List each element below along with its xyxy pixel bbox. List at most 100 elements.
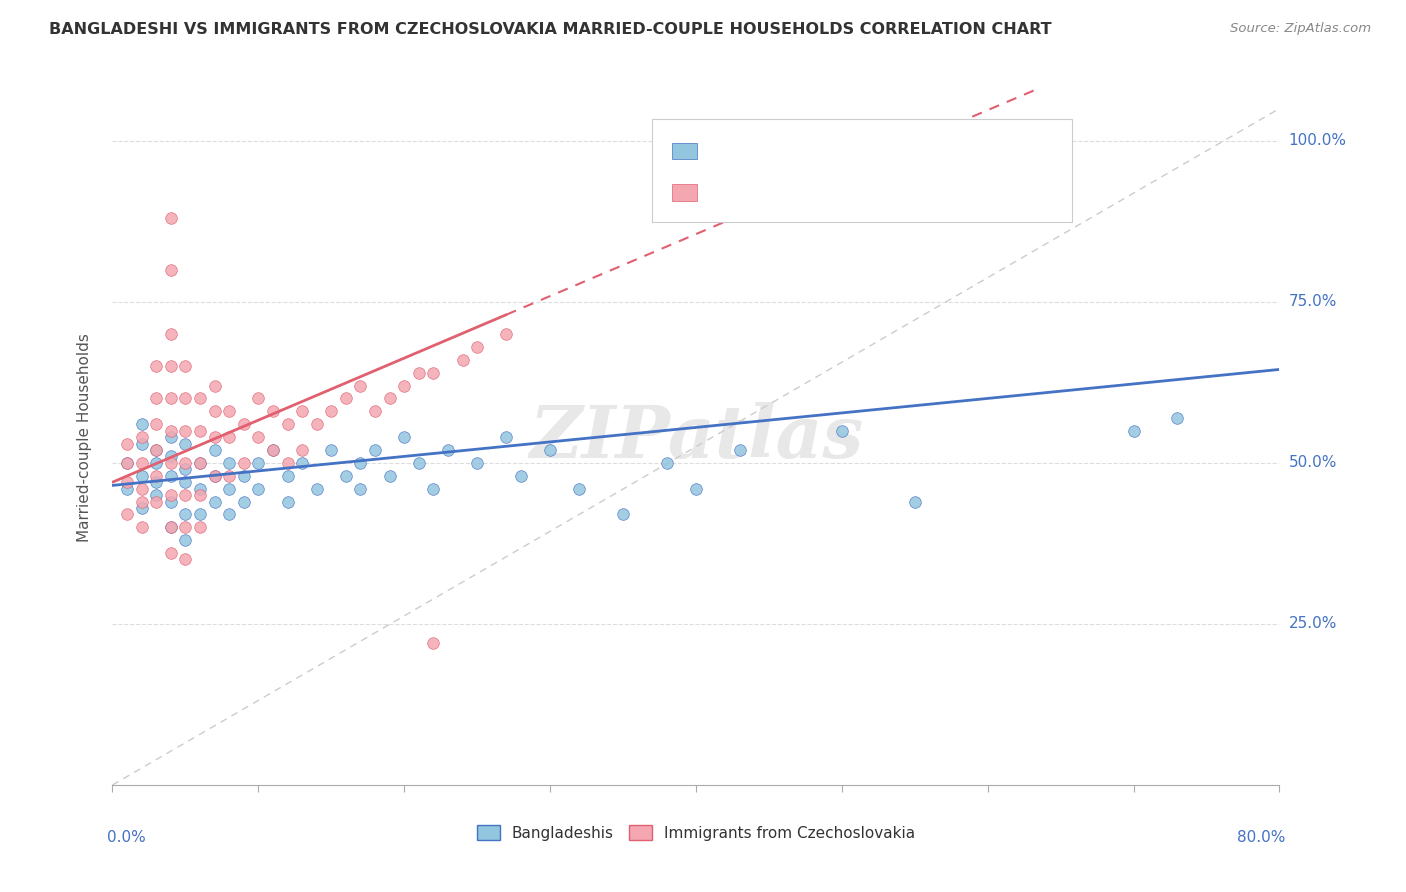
Point [160, 392, 183, 406]
Point [232, 494, 254, 508]
Point [204, 430, 226, 444]
Point [115, 456, 138, 470]
Point [174, 392, 197, 406]
Point [451, 352, 474, 367]
Point [422, 366, 444, 380]
Point [335, 468, 357, 483]
Point [160, 450, 183, 464]
Point [465, 456, 488, 470]
Point [204, 468, 226, 483]
Point [188, 482, 211, 496]
Point [509, 468, 531, 483]
Point [655, 456, 678, 470]
Point [174, 456, 197, 470]
Point [422, 636, 444, 650]
Point [160, 468, 183, 483]
Point [1166, 410, 1188, 425]
Point [115, 436, 138, 450]
Point [188, 456, 211, 470]
Text: Source: ZipAtlas.com: Source: ZipAtlas.com [1230, 22, 1371, 36]
Point [145, 442, 167, 457]
Point [247, 482, 270, 496]
Point [174, 475, 197, 490]
Point [145, 475, 167, 490]
Point [188, 508, 211, 522]
Point [160, 326, 183, 341]
Point [232, 417, 254, 432]
Point [174, 533, 197, 548]
Point [145, 392, 167, 406]
Point [291, 442, 314, 457]
Point [188, 456, 211, 470]
Point [204, 468, 226, 483]
Point [349, 378, 371, 392]
Point [232, 468, 254, 483]
Point [247, 392, 270, 406]
Point [131, 430, 153, 444]
Legend: Bangladeshis, Immigrants from Czechoslovakia: Bangladeshis, Immigrants from Czechoslov… [471, 819, 921, 847]
Point [904, 494, 927, 508]
Point [349, 456, 371, 470]
Point [437, 442, 460, 457]
Point [568, 482, 591, 496]
Text: 50.0%: 50.0% [1289, 455, 1337, 470]
Point [145, 494, 167, 508]
Point [364, 404, 387, 418]
Point [188, 424, 211, 438]
Text: ZIPatlas: ZIPatlas [529, 401, 863, 473]
Point [160, 520, 183, 534]
Point [1122, 424, 1144, 438]
Point [831, 424, 853, 438]
Point [276, 468, 298, 483]
Point [218, 430, 240, 444]
Point [262, 442, 284, 457]
Point [612, 508, 634, 522]
Point [349, 482, 371, 496]
Point [291, 456, 314, 470]
Point [728, 442, 751, 457]
Point [378, 468, 401, 483]
Point [188, 392, 211, 406]
Point [160, 211, 183, 225]
Point [291, 404, 314, 418]
Point [131, 436, 153, 450]
Point [204, 494, 226, 508]
Text: N = 61: N = 61 [845, 142, 903, 160]
Point [131, 456, 153, 470]
Point [218, 482, 240, 496]
Point [131, 468, 153, 483]
Point [276, 494, 298, 508]
Text: R = 0.276: R = 0.276 [711, 142, 794, 160]
Point [174, 552, 197, 566]
Point [174, 424, 197, 438]
Point [247, 430, 270, 444]
Point [364, 442, 387, 457]
Text: BANGLADESHI VS IMMIGRANTS FROM CZECHOSLOVAKIA MARRIED-COUPLE HOUSEHOLDS CORRELAT: BANGLADESHI VS IMMIGRANTS FROM CZECHOSLO… [49, 22, 1052, 37]
Point [160, 520, 183, 534]
Point [174, 359, 197, 374]
Point [145, 359, 167, 374]
Point [145, 468, 167, 483]
Point [145, 488, 167, 502]
Point [160, 424, 183, 438]
Point [247, 456, 270, 470]
Point [335, 392, 357, 406]
Point [204, 404, 226, 418]
Point [160, 546, 183, 560]
Point [262, 404, 284, 418]
Point [115, 482, 138, 496]
Text: 80.0%: 80.0% [1237, 830, 1285, 846]
Point [160, 488, 183, 502]
Point [160, 430, 183, 444]
Point [174, 520, 197, 534]
Point [160, 494, 183, 508]
Text: 75.0%: 75.0% [1289, 294, 1337, 310]
Text: 25.0%: 25.0% [1289, 616, 1337, 632]
Point [188, 520, 211, 534]
Point [174, 462, 197, 476]
Point [131, 520, 153, 534]
Point [145, 442, 167, 457]
Point [408, 366, 430, 380]
Point [145, 417, 167, 432]
Point [465, 340, 488, 354]
